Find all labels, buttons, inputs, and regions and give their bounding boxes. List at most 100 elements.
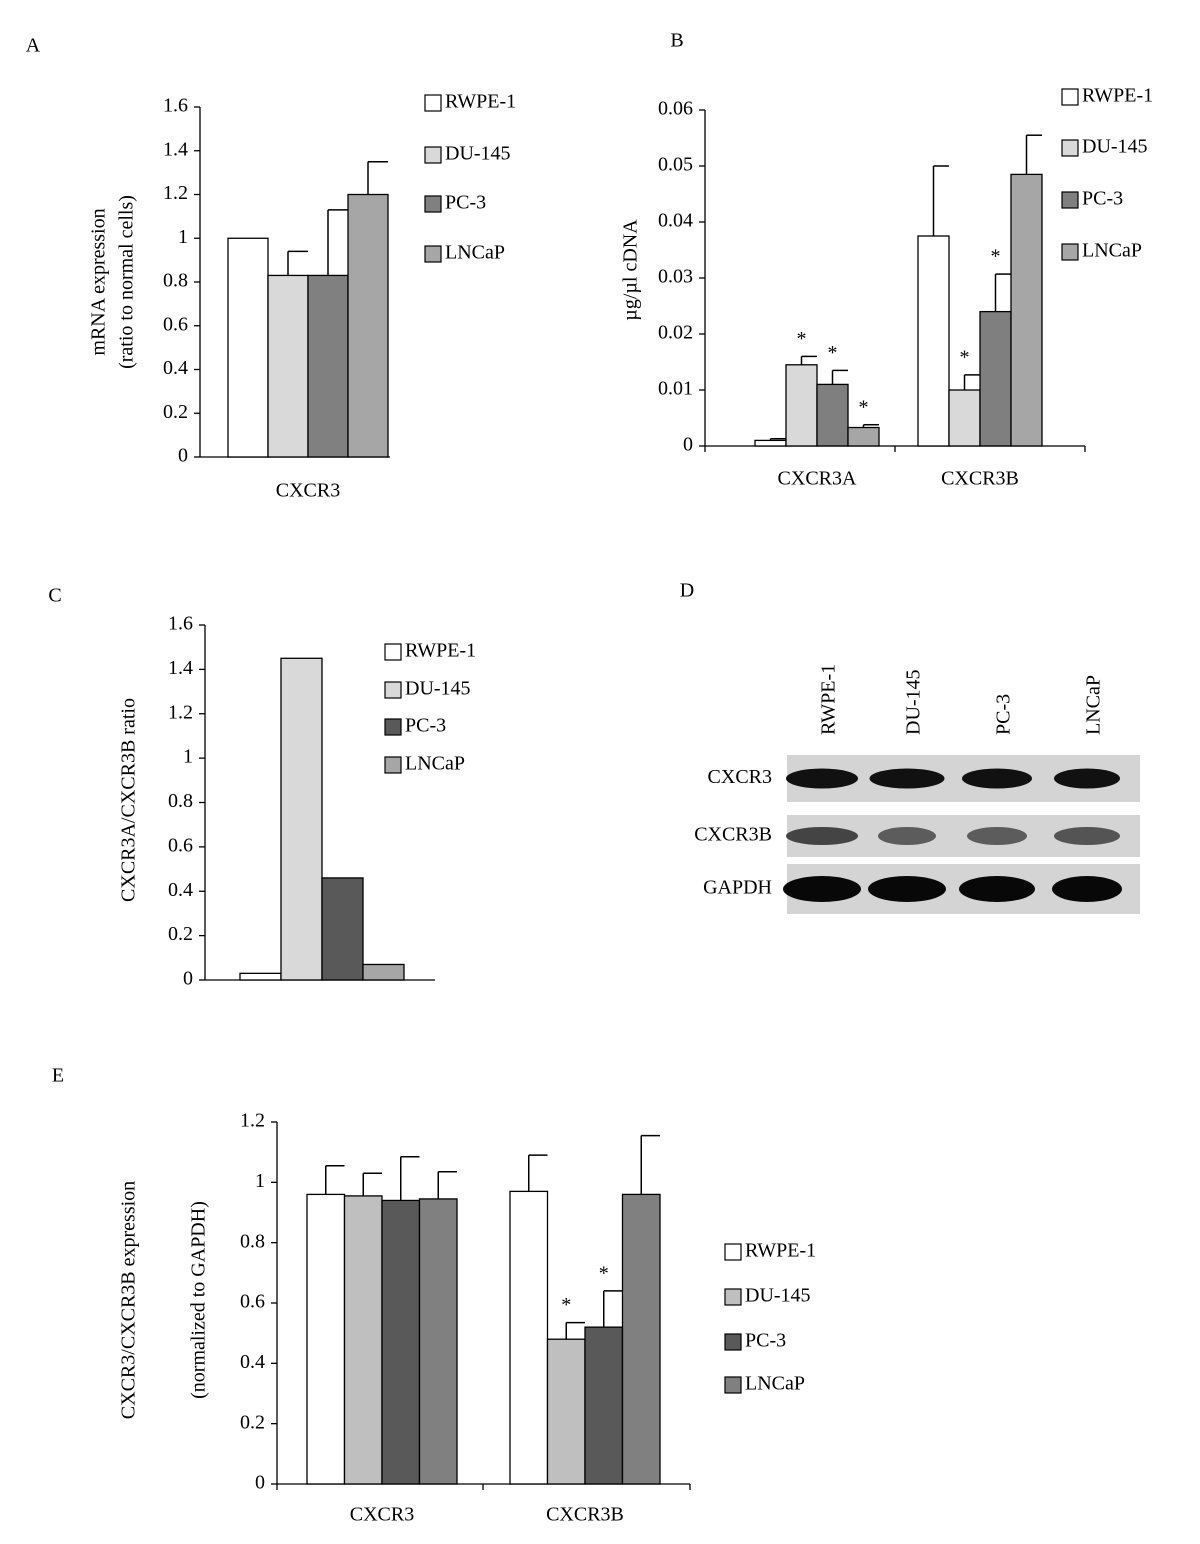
bar [321,877,364,981]
blot-band [967,827,1027,845]
lane-label: DU-145 [903,669,925,735]
legend-label: PC-3 [405,715,446,737]
y-tick-label: 0.03 [658,266,693,288]
legend-swatch [384,718,402,736]
y-axis-label: (ratio to normal cells) [116,195,138,369]
significance-marker: * [599,1263,609,1285]
legend-label: PC-3 [745,1330,786,1352]
bar [546,1338,586,1485]
legend-label: LNCaP [445,242,505,264]
blot-band [1052,876,1122,902]
lane-label: LNCaP [1083,675,1105,735]
legend-label: PC-3 [1082,188,1123,210]
blot-band [868,876,946,902]
legend-label: DU-145 [1082,136,1148,158]
significance-marker: * [828,342,838,364]
bar [816,383,849,447]
legend-swatch [384,756,402,774]
y-tick-label: 0.02 [658,322,693,344]
blot-band [869,768,945,789]
y-tick-label: 1.4 [168,657,193,679]
blot-band [962,768,1032,789]
panel-label: A [26,35,41,57]
x-tick-label: CXCR3B [546,1504,624,1526]
y-tick-label: 0.8 [168,790,193,812]
y-axis-label: CXCR3A/CXCR3B ratio [118,698,140,902]
y-tick-label: 0 [255,1472,265,1494]
y-tick-label: 0.6 [240,1291,265,1313]
bar [979,310,1012,447]
y-tick-label: 1 [255,1170,265,1192]
legend-swatch [424,94,442,112]
blot-band [786,827,858,845]
legend-swatch [724,1243,742,1261]
row-label: GAPDH [703,877,772,899]
x-tick-label: CXCR3B [941,468,1019,490]
blot-band [1054,827,1120,845]
bar [621,1193,661,1485]
legend-label: LNCaP [405,753,465,775]
significance-marker: * [960,346,970,368]
y-tick-label: 0 [178,445,188,467]
bar [280,657,323,981]
lane-label: PC-3 [993,694,1015,735]
legend-label: RWPE-1 [445,91,516,113]
legend-label: LNCaP [745,1373,805,1395]
y-tick-label: 0.4 [240,1351,265,1373]
blot-band [959,876,1035,902]
legend-label: DU-145 [445,143,511,165]
y-axis-label: CXCR3/CXCR3B expression [118,1181,140,1419]
significance-marker: * [991,246,1001,268]
bar [227,237,269,458]
y-tick-label: 0.4 [168,879,193,901]
bar [754,439,787,447]
bar [1010,173,1043,447]
legend-label: LNCaP [1082,240,1142,262]
panel-label: C [48,585,61,607]
bar [948,389,981,447]
x-tick-label: CXCR3 [350,1504,414,1526]
y-tick-label: 0.8 [240,1230,265,1252]
legend-swatch [424,146,442,164]
y-tick-label: 0 [183,968,193,990]
blot-band [1054,768,1120,789]
legend-label: RWPE-1 [405,640,476,662]
y-tick-label: 0.8 [163,270,188,292]
bar [239,972,282,981]
legend-label: RWPE-1 [745,1240,816,1262]
y-tick-label: 1.2 [163,182,188,204]
legend-swatch [724,1376,742,1394]
legend-swatch [1061,139,1079,157]
legend-label: DU-145 [745,1285,811,1307]
legend-swatch [384,643,402,661]
bar [917,235,950,447]
y-tick-label: 0.2 [168,923,193,945]
x-tick-label: CXCR3A [778,468,857,490]
legend-swatch [724,1333,742,1351]
y-tick-label: 0.2 [240,1411,265,1433]
bar [847,426,880,447]
bar [347,193,389,458]
y-tick-label: 0.01 [658,378,693,400]
y-tick-label: 1 [178,226,188,248]
legend-swatch [724,1288,742,1306]
row-label: CXCR3B [694,824,772,846]
blot-band [786,768,858,789]
significance-marker: * [561,1294,571,1316]
bar [343,1195,383,1485]
y-tick-label: 0.06 [658,98,693,120]
bar [306,1193,346,1485]
bar [584,1326,624,1485]
y-tick-label: 0 [683,434,693,456]
panel-label: E [52,1065,64,1087]
y-tick-label: 1.2 [240,1110,265,1132]
significance-marker: * [797,328,807,350]
legend-swatch [1061,243,1079,261]
legend-swatch [384,681,402,699]
y-tick-label: 0.6 [163,313,188,335]
legend-swatch [1061,88,1079,106]
legend-swatch [424,195,442,213]
y-tick-label: 0.6 [168,834,193,856]
blot-band [783,876,861,902]
